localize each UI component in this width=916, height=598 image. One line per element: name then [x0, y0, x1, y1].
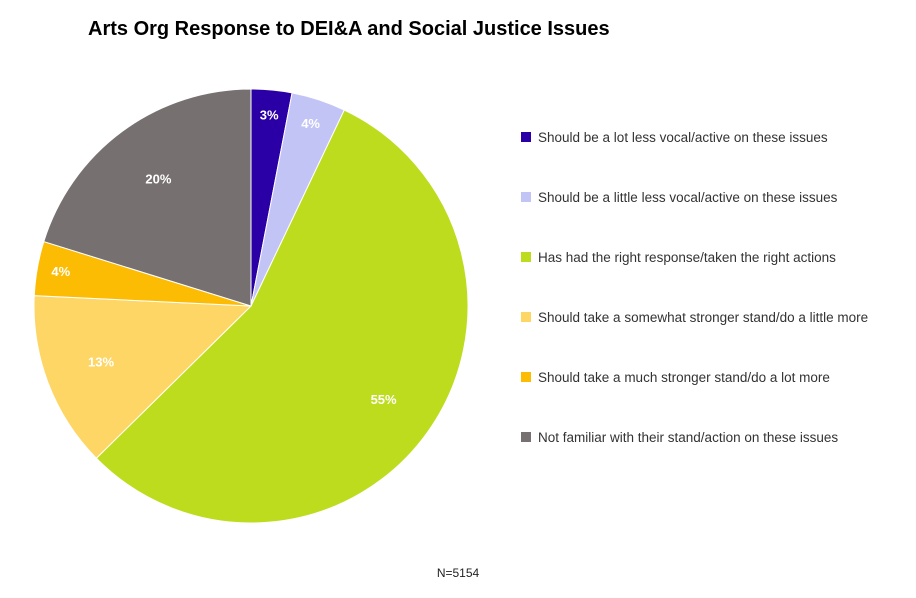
pie-slice-not-familiar [43, 88, 252, 307]
legend-label: Should be a little less vocal/active on … [538, 190, 838, 205]
legend-label: Has had the right response/taken the rig… [538, 250, 836, 265]
legend-item-much-stronger: Should take a much stronger stand/do a l… [521, 366, 891, 389]
legend-item-not-familiar: Not familiar with their stand/action on … [521, 426, 891, 449]
legend-swatch-icon [521, 192, 531, 202]
legend-label: Should take a much stronger stand/do a l… [538, 370, 830, 385]
chart-title: Arts Org Response to DEI&A and Social Ju… [88, 18, 610, 40]
slice-label-right-response: 55% [371, 392, 397, 407]
legend-label: Should be a lot less vocal/active on the… [538, 130, 828, 145]
legend-swatch-icon [521, 252, 531, 262]
pie-slice-right-response [95, 109, 469, 524]
slice-label-somewhat-stronger: 13% [88, 355, 114, 370]
legend-item-somewhat-stronger: Should take a somewhat stronger stand/do… [521, 306, 891, 329]
slice-label-little-less-vocal: 4% [301, 116, 320, 131]
legend-item-lot-less-vocal: Should be a lot less vocal/active on the… [521, 126, 891, 149]
legend-item-little-less-vocal: Should be a little less vocal/active on … [521, 186, 891, 209]
slice-label-much-stronger: 4% [51, 264, 70, 279]
legend-swatch-icon [521, 432, 531, 442]
legend-item-right-response: Has had the right response/taken the rig… [521, 246, 891, 269]
legend-swatch-icon [521, 132, 531, 142]
slice-label-lot-less-vocal: 3% [260, 107, 279, 122]
slice-label-not-familiar: 20% [145, 172, 171, 187]
legend-swatch-icon [521, 372, 531, 382]
sample-size-note: N=5154 [436, 566, 480, 580]
legend-swatch-icon [521, 312, 531, 322]
pie-slice-somewhat-stronger [33, 295, 253, 459]
legend-label: Not familiar with their stand/action on … [538, 430, 839, 445]
legend-label: Should take a somewhat stronger stand/do… [538, 310, 869, 325]
